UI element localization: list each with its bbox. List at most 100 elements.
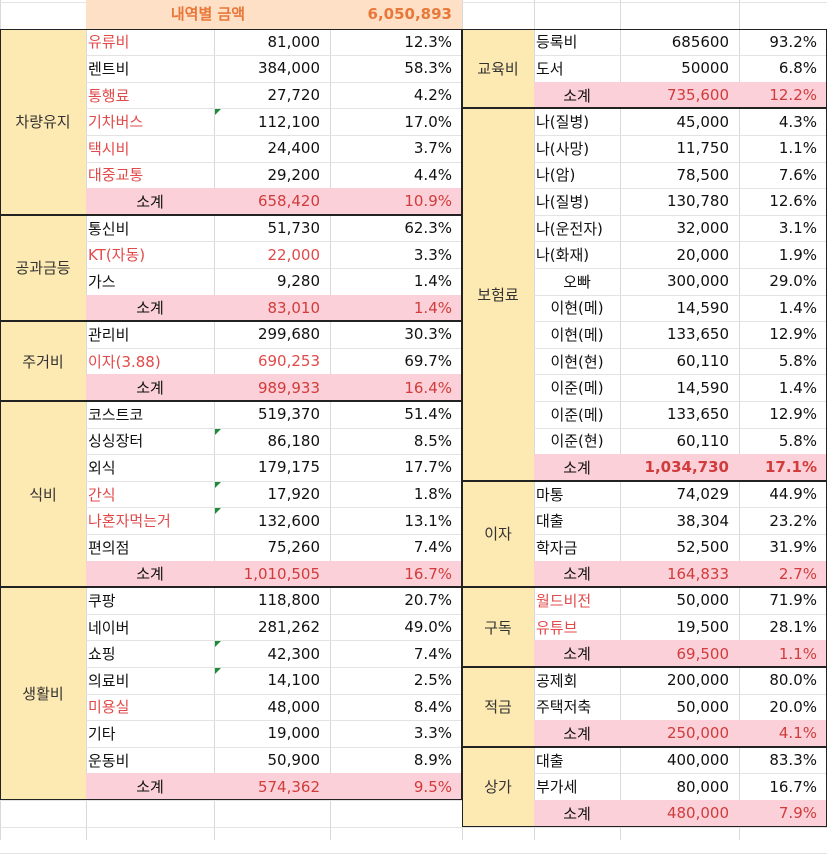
- item-amount-cell[interactable]: 690,253: [257, 352, 320, 371]
- item-amount-cell[interactable]: 50000: [681, 59, 729, 78]
- item-amount-cell[interactable]: 29,200: [267, 165, 321, 184]
- item-percent-cell[interactable]: 4.4%: [413, 165, 452, 184]
- item-name-cell[interactable]: 월드비전: [536, 591, 592, 610]
- item-name-cell[interactable]: 공제회: [536, 671, 578, 690]
- item-percent-cell[interactable]: 1.1%: [778, 139, 817, 158]
- item-name-cell[interactable]: 운동비: [88, 751, 130, 770]
- item-percent-cell[interactable]: 31.9%: [769, 538, 817, 557]
- subtotal-label-cell[interactable]: 소계: [86, 188, 214, 215]
- subtotal-amount-cell[interactable]: 574,362: [214, 773, 330, 800]
- item-amount-cell[interactable]: 50,900: [267, 751, 321, 770]
- item-amount-cell[interactable]: 130,780: [666, 192, 729, 211]
- item-name-cell[interactable]: 통행료: [88, 86, 130, 105]
- item-name-cell[interactable]: 대출: [536, 512, 564, 531]
- item-name-cell[interactable]: 간식: [88, 485, 116, 504]
- item-percent-cell[interactable]: 12.6%: [769, 192, 817, 211]
- subtotal-percent-cell[interactable]: 17.1%: [739, 454, 827, 481]
- item-percent-cell[interactable]: 12.9%: [769, 325, 817, 344]
- item-percent-cell[interactable]: 5.8%: [778, 352, 817, 371]
- item-name-cell[interactable]: 쿠팡: [88, 591, 116, 610]
- subtotal-label-cell[interactable]: 소계: [534, 640, 620, 667]
- item-percent-cell[interactable]: 7.4%: [413, 538, 452, 557]
- subtotal-label-cell[interactable]: 소계: [534, 800, 620, 827]
- item-percent-cell[interactable]: 7.4%: [413, 644, 452, 663]
- subtotal-amount-cell[interactable]: 83,010: [214, 294, 330, 322]
- item-percent-cell[interactable]: 62.3%: [404, 219, 452, 238]
- item-percent-cell[interactable]: 12.3%: [404, 32, 452, 51]
- item-amount-cell[interactable]: 133,650: [666, 405, 729, 424]
- item-amount-cell[interactable]: 27,720: [267, 86, 321, 105]
- item-amount-cell[interactable]: 80,000: [676, 777, 730, 796]
- item-name-cell[interactable]: 이현(메): [550, 299, 604, 318]
- subtotal-percent-cell[interactable]: 16.4%: [330, 374, 462, 401]
- item-percent-cell[interactable]: 69.7%: [404, 352, 452, 371]
- header-title-cell[interactable]: 내역별 금액: [86, 0, 330, 29]
- item-amount-cell[interactable]: 179,175: [257, 458, 320, 477]
- item-amount-cell[interactable]: 400,000: [666, 751, 729, 770]
- item-percent-cell[interactable]: 12.9%: [769, 405, 817, 424]
- item-amount-cell[interactable]: 81,000: [267, 32, 321, 51]
- item-name-cell[interactable]: 기차버스: [88, 113, 144, 132]
- item-name-cell[interactable]: 마통: [536, 485, 564, 504]
- subtotal-percent-cell[interactable]: 1.4%: [330, 294, 462, 322]
- right-category-2[interactable]: 이자: [462, 480, 534, 588]
- item-amount-cell[interactable]: 22,000: [267, 245, 321, 264]
- left-category-2[interactable]: 주거비: [0, 321, 86, 401]
- item-amount-cell[interactable]: 52,500: [676, 538, 730, 557]
- item-amount-cell[interactable]: 9,280: [277, 272, 320, 291]
- item-name-cell[interactable]: 나(운전자): [536, 219, 603, 238]
- item-name-cell[interactable]: 이자(3.88): [88, 352, 161, 371]
- item-percent-cell[interactable]: 83.3%: [769, 751, 817, 770]
- item-name-cell[interactable]: 유류비: [88, 33, 130, 52]
- item-name-cell[interactable]: 나(질병): [536, 113, 590, 132]
- header-total-cell[interactable]: 6,050,893: [330, 0, 462, 29]
- right-category-1[interactable]: 보험료: [462, 108, 534, 481]
- left-category-0[interactable]: 차량유지: [0, 28, 86, 215]
- item-name-cell[interactable]: 쇼핑: [88, 645, 116, 664]
- item-amount-cell[interactable]: 32,000: [676, 219, 730, 238]
- subtotal-percent-cell[interactable]: 12.2%: [739, 81, 827, 109]
- item-name-cell[interactable]: 나혼자먹는거: [88, 512, 171, 531]
- item-name-cell[interactable]: 이준(현): [550, 432, 604, 451]
- item-amount-cell[interactable]: 200,000: [666, 671, 729, 690]
- item-amount-cell[interactable]: 11,750: [676, 139, 730, 158]
- item-percent-cell[interactable]: 80.0%: [769, 671, 817, 690]
- item-amount-cell[interactable]: 299,680: [257, 325, 320, 344]
- item-percent-cell[interactable]: 3.3%: [413, 724, 452, 743]
- item-name-cell[interactable]: 싱싱장터: [88, 432, 144, 451]
- item-percent-cell[interactable]: 7.6%: [778, 165, 817, 184]
- item-name-cell[interactable]: 편의점: [88, 538, 130, 557]
- item-amount-cell[interactable]: 17,920: [267, 485, 321, 504]
- item-amount-cell[interactable]: 14,590: [676, 298, 730, 317]
- item-percent-cell[interactable]: 1.4%: [778, 298, 817, 317]
- item-percent-cell[interactable]: 8.4%: [413, 697, 452, 716]
- item-amount-cell[interactable]: 42,300: [267, 644, 321, 663]
- subtotal-amount-cell[interactable]: 1,034,730: [620, 454, 739, 481]
- item-amount-cell[interactable]: 14,590: [676, 378, 730, 397]
- subtotal-percent-cell[interactable]: 10.9%: [330, 188, 462, 215]
- item-percent-cell[interactable]: 3.1%: [778, 219, 817, 238]
- left-category-1[interactable]: 공과금등: [0, 214, 86, 322]
- item-percent-cell[interactable]: 17.7%: [404, 458, 452, 477]
- subtotal-percent-cell[interactable]: 2.7%: [739, 560, 827, 588]
- subtotal-amount-cell[interactable]: 1,010,505: [214, 560, 330, 588]
- right-category-5[interactable]: 상가: [462, 746, 534, 827]
- item-percent-cell[interactable]: 4.3%: [778, 112, 817, 131]
- item-amount-cell[interactable]: 19,500: [676, 618, 730, 637]
- item-amount-cell[interactable]: 118,800: [257, 591, 320, 610]
- item-percent-cell[interactable]: 4.2%: [413, 86, 452, 105]
- item-name-cell[interactable]: 코스트코: [88, 405, 144, 424]
- item-name-cell[interactable]: 나(사망): [536, 139, 590, 158]
- item-percent-cell[interactable]: 58.3%: [404, 59, 452, 78]
- item-name-cell[interactable]: 대출: [536, 751, 564, 770]
- item-amount-cell[interactable]: 50,000: [676, 697, 730, 716]
- item-name-cell[interactable]: 이준(메): [550, 405, 604, 424]
- item-name-cell[interactable]: 나(질병): [536, 192, 590, 211]
- item-amount-cell[interactable]: 384,000: [257, 59, 320, 78]
- left-category-4[interactable]: 생활비: [0, 587, 86, 800]
- item-name-cell[interactable]: 나(화재): [536, 246, 590, 265]
- item-name-cell[interactable]: 학자금: [536, 538, 578, 557]
- item-name-cell[interactable]: 부가세: [536, 778, 578, 797]
- item-name-cell[interactable]: 도서: [536, 59, 564, 78]
- subtotal-amount-cell[interactable]: 164,833: [620, 560, 739, 588]
